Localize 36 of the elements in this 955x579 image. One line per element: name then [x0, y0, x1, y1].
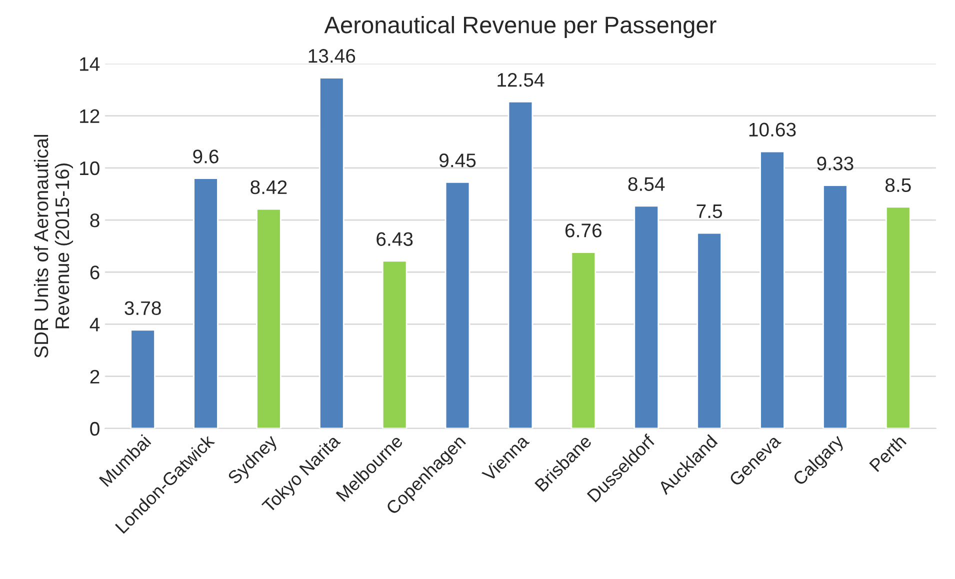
y-tick-label: 0: [90, 422, 100, 436]
bar: [634, 205, 660, 428]
bar: [256, 208, 282, 428]
bar: [508, 101, 534, 428]
bar: [130, 329, 156, 428]
y-tick-label: 10: [80, 161, 100, 176]
bar: [193, 178, 218, 428]
bar: [760, 150, 785, 428]
bar: [382, 260, 408, 428]
data-label: 3.78: [124, 301, 161, 316]
bar: [570, 252, 596, 428]
bar: [444, 182, 470, 428]
data-label: 9.6: [193, 150, 218, 164]
data-label: 6.43: [376, 232, 413, 246]
data-label: 12.54: [498, 73, 544, 87]
y-tick-label: 4: [90, 318, 100, 332]
bar: [885, 206, 911, 428]
y-axis-title: SDR Units of Aeronautical Revenue (2015-16): [34, 134, 73, 358]
data-label: 8.5: [885, 178, 911, 192]
data-label: 8.42: [250, 180, 287, 194]
data-label: 7.5: [696, 204, 722, 218]
bar: [318, 77, 344, 428]
y-tick-label: 14: [80, 57, 100, 71]
data-label: 6.76: [565, 224, 602, 238]
chart-title: Aeronautical Revenue per Passenger: [324, 16, 716, 38]
data-label: 8.54: [628, 177, 665, 191]
data-label: 9.45: [440, 154, 476, 168]
y-tick-label: 12: [80, 109, 100, 123]
bar: [696, 232, 722, 428]
y-tick-label: 6: [90, 266, 100, 280]
y-tick-label: 2: [90, 370, 100, 384]
data-label: 9.33: [817, 156, 854, 170]
y-tick-label: 8: [90, 213, 100, 228]
data-label: 10.63: [749, 122, 796, 137]
bar: [822, 184, 848, 428]
data-label: 13.46: [308, 49, 356, 63]
